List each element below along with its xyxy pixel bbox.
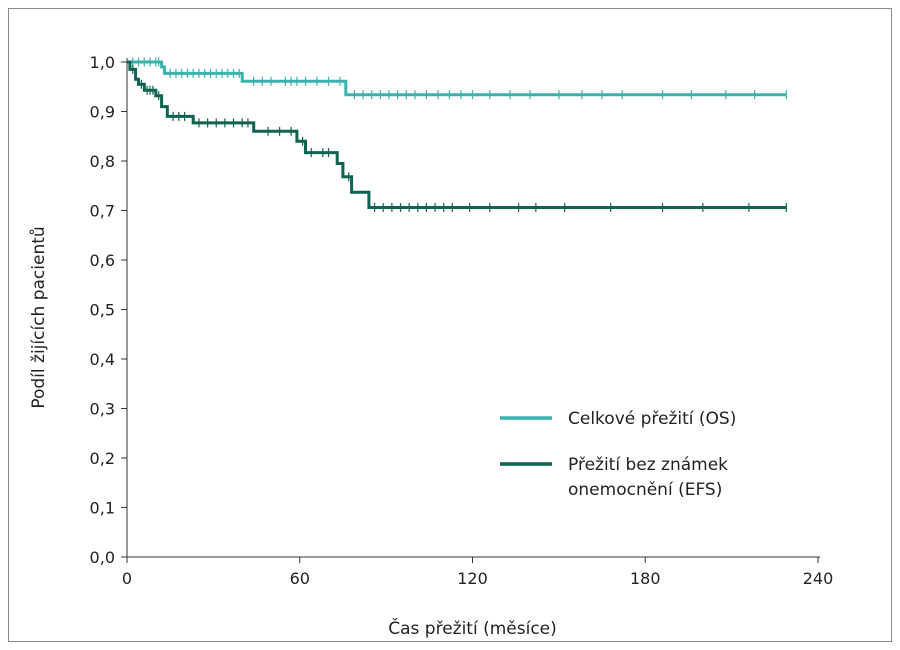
x-tick-label: 60 — [290, 569, 310, 588]
y-tick-label: 0,3 — [90, 400, 115, 419]
legend-label: Přežití bez známek — [568, 455, 728, 475]
plot-area — [127, 57, 787, 213]
x-tick-label: 180 — [630, 569, 661, 588]
legend-label: onemocnění (EFS) — [568, 480, 722, 500]
y-tick-label: 0,7 — [90, 202, 115, 221]
x-axis-title: Čas přežití (měsíce) — [388, 617, 557, 639]
y-tick-label: 0,5 — [90, 301, 115, 320]
legend-label: Celkové přežití (OS) — [568, 409, 736, 429]
y-tick-label: 0,6 — [90, 251, 115, 270]
y-tick-label: 0,9 — [90, 103, 115, 122]
y-tick-label: 0,4 — [90, 350, 115, 369]
y-tick-label: 0,0 — [90, 548, 115, 567]
legend: Celkové přežití (OS) Přežití bez známek on… — [500, 409, 736, 500]
x-tick-label: 240 — [803, 569, 834, 588]
x-tick-label: 120 — [457, 569, 488, 588]
y-tick-label: 1,0 — [90, 53, 115, 72]
y-tick-label: 0,8 — [90, 152, 115, 171]
series-line-2 — [127, 60, 787, 209]
y-tick-label: 0,2 — [90, 449, 115, 468]
y-tick-label: 0,1 — [90, 499, 115, 518]
axes: 0,0 0,1 0,2 0,3 0,4 0,5 0,6 0,7 0,8 0,9 1,0 0 60 120 1… — [90, 53, 834, 588]
chart-frame — [8, 8, 892, 642]
y-axis-title: Podíl žijících pacientů — [29, 226, 49, 408]
series-line-1 — [127, 60, 787, 97]
x-tick-label: 0 — [122, 569, 132, 588]
